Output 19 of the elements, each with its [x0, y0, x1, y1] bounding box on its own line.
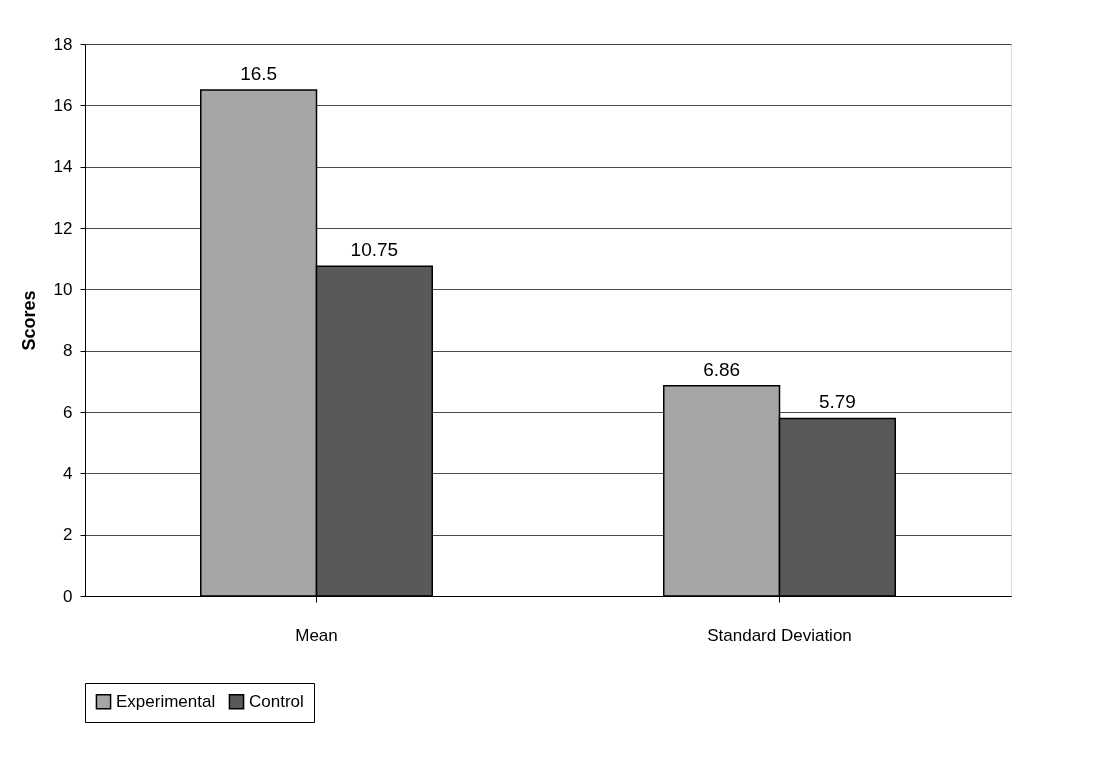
y-tick-label: 10: [53, 279, 73, 299]
y-tick-label: 6: [63, 402, 73, 422]
y-tick-label: 8: [63, 341, 73, 361]
data-label: 16.5: [240, 63, 278, 84]
data-label: 10.75: [350, 239, 399, 261]
x-tick-label: Standard Deviation: [707, 625, 852, 645]
y-tick-label: 14: [53, 157, 73, 177]
x-tick-label: Mean: [295, 625, 338, 645]
y-tick-label: 4: [63, 463, 73, 483]
data-label: 5.79: [818, 391, 856, 413]
y-tick-label: 0: [63, 586, 73, 606]
y-tick-label: 16: [53, 95, 73, 115]
data-label: 6.86: [703, 358, 741, 380]
y-tick-label: 12: [53, 218, 73, 238]
y-tick-label: 2: [63, 525, 73, 545]
y-tick-label: 18: [53, 34, 73, 54]
y-axis-title: Scores: [18, 290, 39, 351]
legend-label: Control: [249, 691, 304, 711]
legend-label: Experimental: [116, 691, 216, 711]
